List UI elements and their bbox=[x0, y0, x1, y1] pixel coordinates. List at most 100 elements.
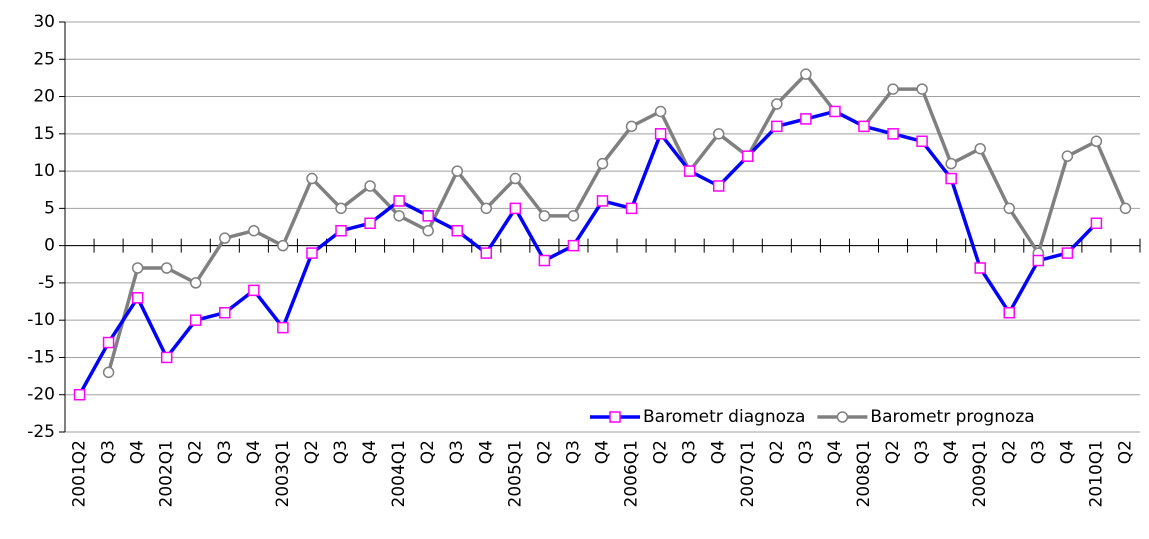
legend-label: Barometr prognoza bbox=[870, 407, 1034, 427]
x-tick-label: Q2 bbox=[418, 440, 438, 464]
x-tick-label: 2003Q1 bbox=[273, 440, 293, 507]
data-point bbox=[422, 224, 434, 237]
data-point bbox=[248, 224, 260, 237]
x-tick-label: Q4 bbox=[476, 440, 496, 464]
x-tick-label: Q3 bbox=[1028, 440, 1048, 464]
data-point bbox=[509, 202, 522, 215]
x-tick-label: Q3 bbox=[447, 440, 467, 464]
y-tick-label: 0 bbox=[44, 236, 55, 256]
x-tick-label: Q4 bbox=[593, 440, 613, 464]
data-point bbox=[306, 172, 318, 185]
data-point bbox=[219, 306, 231, 319]
x-tick-label: Q2 bbox=[1115, 440, 1135, 464]
x-tick-label: Q2 bbox=[534, 440, 554, 464]
data-point bbox=[364, 180, 376, 192]
x-tick-label: 2006Q1 bbox=[622, 440, 642, 507]
y-tick-label: 20 bbox=[33, 87, 55, 107]
data-point bbox=[189, 314, 202, 326]
data-point bbox=[219, 232, 231, 244]
x-tick-label: Q4 bbox=[244, 440, 264, 464]
x-tick-label: 2004Q1 bbox=[389, 440, 409, 507]
y-tick-label: -20 bbox=[27, 385, 55, 405]
data-point bbox=[1061, 150, 1074, 162]
data-point bbox=[974, 142, 986, 155]
data-point bbox=[829, 105, 841, 118]
data-point bbox=[625, 120, 638, 133]
data-point bbox=[480, 202, 493, 215]
x-tick-label: Q2 bbox=[651, 440, 671, 464]
x-tick-label: 2005Q1 bbox=[505, 440, 525, 507]
data-point bbox=[683, 165, 696, 177]
y-tick-label: 15 bbox=[33, 124, 55, 144]
data-point bbox=[160, 351, 173, 364]
y-tick-label: 30 bbox=[33, 12, 55, 32]
data-point bbox=[945, 172, 957, 185]
x-tick-label: Q4 bbox=[825, 440, 845, 464]
data-point bbox=[1119, 202, 1132, 215]
series-line bbox=[106, 72, 1128, 373]
y-tick-label: 5 bbox=[44, 198, 55, 218]
data-point bbox=[887, 128, 899, 140]
x-tick-label: 2010Q1 bbox=[1086, 440, 1106, 507]
data-point bbox=[887, 83, 899, 95]
data-point bbox=[131, 262, 144, 274]
data-point bbox=[654, 128, 667, 140]
data-point bbox=[771, 98, 783, 110]
x-tick-label: Q2 bbox=[999, 440, 1019, 464]
x-tick-label: Q3 bbox=[331, 440, 351, 464]
x-tick-label: 2007Q1 bbox=[738, 440, 758, 507]
data-point bbox=[131, 292, 144, 304]
x-tick-label: Q3 bbox=[912, 440, 932, 464]
data-point bbox=[451, 165, 463, 177]
x-tick-label: 2002Q1 bbox=[157, 440, 177, 507]
x-tick-label: Q3 bbox=[796, 440, 816, 464]
data-point bbox=[567, 239, 580, 252]
data-point bbox=[422, 210, 434, 222]
x-tick-label: Q2 bbox=[883, 440, 903, 464]
y-tick-label: 25 bbox=[33, 49, 55, 69]
data-point bbox=[1090, 135, 1103, 148]
x-tick-label: Q4 bbox=[941, 440, 961, 464]
data-point bbox=[102, 366, 115, 379]
y-tick-label: -10 bbox=[27, 310, 55, 330]
data-point bbox=[974, 262, 986, 274]
data-point bbox=[916, 135, 928, 148]
data-point bbox=[393, 210, 405, 222]
data-point bbox=[189, 277, 202, 289]
data-point bbox=[1090, 217, 1103, 230]
x-tick-label: Q4 bbox=[128, 440, 148, 464]
data-point bbox=[596, 195, 609, 207]
y-tick-label: -25 bbox=[27, 422, 55, 442]
data-point bbox=[73, 388, 86, 401]
x-tick-label: Q3 bbox=[215, 440, 235, 464]
data-point bbox=[102, 336, 115, 349]
series-line bbox=[77, 109, 1098, 396]
data-point bbox=[1032, 254, 1045, 267]
data-point bbox=[160, 262, 173, 274]
x-tick-label: Q4 bbox=[360, 440, 380, 464]
data-point bbox=[916, 83, 928, 95]
data-point bbox=[858, 120, 870, 133]
data-point bbox=[596, 157, 609, 170]
data-point bbox=[1061, 247, 1074, 259]
data-point bbox=[364, 217, 376, 230]
data-point bbox=[771, 120, 783, 133]
x-tick-label: Q4 bbox=[1057, 440, 1077, 464]
data-point bbox=[480, 247, 493, 259]
data-point bbox=[712, 180, 725, 192]
data-point bbox=[1003, 306, 1016, 319]
x-tick-label: Q3 bbox=[563, 440, 583, 464]
data-point bbox=[945, 157, 957, 170]
data-point bbox=[800, 68, 812, 80]
data-point bbox=[335, 224, 347, 237]
x-tick-label: Q3 bbox=[99, 440, 119, 464]
data-point bbox=[1003, 202, 1016, 215]
x-tick-label: Q3 bbox=[680, 440, 700, 464]
y-tick-label: 10 bbox=[33, 161, 55, 181]
data-point bbox=[248, 284, 260, 297]
data-point bbox=[451, 224, 463, 237]
data-point bbox=[712, 128, 725, 140]
data-point bbox=[654, 105, 667, 118]
x-tick-label: Q2 bbox=[767, 440, 787, 464]
